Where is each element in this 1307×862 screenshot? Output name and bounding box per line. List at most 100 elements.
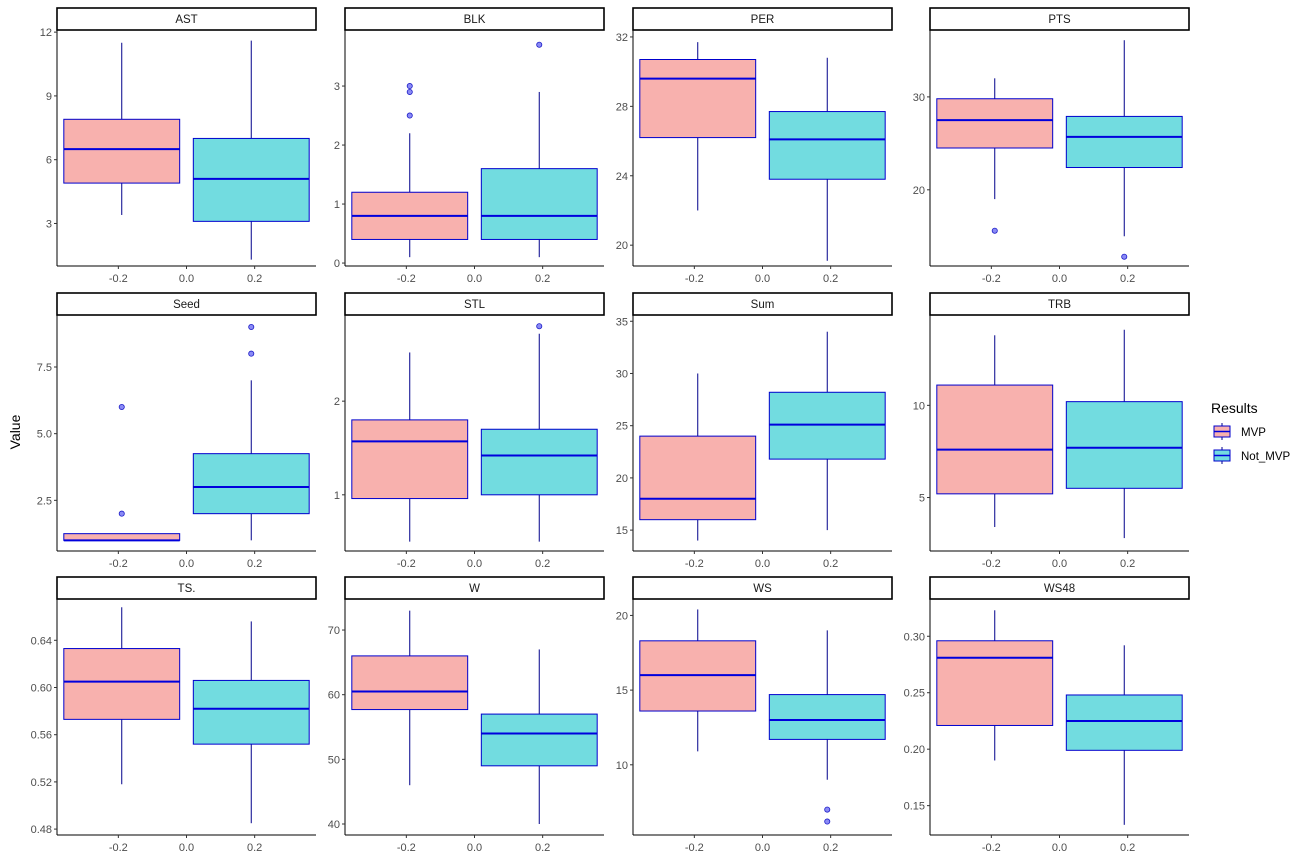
- x-tick-label-sum: 0.2: [823, 558, 838, 570]
- box-ast-not-mvp: [192, 137, 310, 222]
- facet-strip-pts: [929, 7, 1190, 31]
- y-tick-label-per: 20: [616, 240, 628, 252]
- x-tick-label-per: 0.0: [755, 273, 770, 285]
- x-tick-label-stl: 0.0: [467, 558, 482, 570]
- outlier-point-seed-not-mvp: [248, 323, 255, 330]
- facet-strip-sum: [632, 292, 893, 316]
- panel-ts: TS. 0.48 0.52 0.56 0.60 0.64 -0.2 0.0 0.2: [31, 576, 317, 854]
- y-tick-label-ws48: 0.15: [904, 801, 925, 813]
- outlier-point-blk-mvp: [406, 83, 413, 90]
- y-tick-label-w: 40: [328, 819, 340, 831]
- legend-label-not-mvp: Not_MVP: [1241, 451, 1291, 463]
- outlier-point-seed-not-mvp: [248, 350, 255, 357]
- facet-label-stl: STL: [464, 299, 486, 311]
- outlier-point-pts-mvp: [991, 227, 998, 234]
- y-tick-label-ast: 6: [46, 155, 52, 167]
- y-tick-label-ws48: 0.25: [904, 688, 925, 700]
- y-tick-label-blk: 0: [334, 258, 340, 270]
- box-w-mvp: [351, 655, 469, 711]
- panel-per: PER 20 24 28 32 -0.2 0.0 0.2: [616, 7, 893, 285]
- box-w-not-mvp: [480, 713, 598, 767]
- x-tick-label-pts: -0.2: [982, 273, 1001, 285]
- y-tick-label-blk: 3: [334, 81, 340, 93]
- x-tick-label-trb: -0.2: [982, 558, 1001, 570]
- y-tick-label-trb: 5: [919, 493, 925, 505]
- facet-strip-w: [344, 576, 605, 600]
- y-tick-label-blk: 2: [334, 140, 340, 152]
- panel-ws48: WS48 0.15 0.20 0.25 0.30 -0.2 0.0 0.2: [904, 576, 1190, 854]
- box-pts-not-mvp: [1065, 115, 1183, 169]
- x-tick-label-ast: -0.2: [109, 273, 128, 285]
- x-tick-label-stl: -0.2: [397, 558, 416, 570]
- facet-label-sum: Sum: [751, 299, 775, 311]
- x-tick-label-ws48: 0.0: [1052, 842, 1067, 854]
- x-tick-label-pts: 0.2: [1120, 273, 1135, 285]
- x-tick-label-sum: -0.2: [685, 558, 704, 570]
- x-tick-label-trb: 0.2: [1120, 558, 1135, 570]
- facet-strip-stl: [344, 292, 605, 316]
- facet-label-trb: TRB: [1048, 299, 1071, 311]
- y-tick-label-ast: 9: [46, 91, 52, 103]
- y-tick-label-ws: 15: [616, 685, 628, 697]
- facet-label-ast: AST: [175, 14, 197, 26]
- facet-strip-trb: [929, 292, 1190, 316]
- x-tick-label-seed: 0.2: [247, 558, 262, 570]
- box-sum-mvp: [639, 435, 757, 521]
- box-stl-not-mvp: [480, 428, 598, 496]
- facet-label-blk: BLK: [464, 14, 486, 26]
- y-tick-label-sum: 30: [616, 368, 628, 380]
- facet-strip-ast: [56, 7, 317, 31]
- facet-label-seed: Seed: [173, 299, 200, 311]
- legend: Results MVP Not_MVP: [1211, 400, 1291, 464]
- outlier-point-pts-not-mvp: [1121, 253, 1128, 260]
- y-tick-label-ws: 20: [616, 610, 628, 622]
- x-tick-label-w: 0.2: [535, 842, 550, 854]
- outlier-point-blk-not-mvp: [536, 41, 543, 48]
- y-tick-label-ws48: 0.30: [904, 631, 925, 643]
- x-tick-label-ts: 0.0: [179, 842, 194, 854]
- box-blk-not-mvp: [480, 168, 598, 240]
- box-per-not-mvp: [768, 111, 886, 180]
- y-tick-label-blk: 1: [334, 199, 340, 211]
- facet-strip-ws: [632, 576, 893, 600]
- x-tick-label-ts: -0.2: [109, 842, 128, 854]
- legend-key-not-mvp: [1213, 447, 1231, 464]
- y-tick-label-ts: 0.64: [31, 635, 52, 647]
- panel-blk: BLK 0 1 2 3 -0.2 0.0 0.2: [334, 7, 605, 285]
- x-tick-label-ast: 0.2: [247, 273, 262, 285]
- y-tick-label-ts: 0.52: [31, 777, 52, 789]
- box-ts-not-mvp: [192, 679, 310, 745]
- y-axis-title: Value: [7, 414, 23, 449]
- box-ast-mvp: [63, 118, 181, 184]
- y-tick-label-sum: 15: [616, 525, 628, 537]
- y-tick-label-w: 60: [328, 690, 340, 702]
- y-tick-label-sum: 25: [616, 421, 628, 433]
- x-tick-label-ws: 0.2: [823, 842, 838, 854]
- x-tick-label-ws48: -0.2: [982, 842, 1001, 854]
- x-tick-label-blk: 0.0: [467, 273, 482, 285]
- box-seed-not-mvp: [192, 453, 310, 515]
- facet-strip-per: [632, 7, 893, 31]
- outlier-point-stl-not-mvp: [536, 323, 543, 330]
- panel-trb: TRB 5 10 -0.2 0.0 0.2: [913, 292, 1190, 570]
- box-per-mvp: [639, 59, 757, 139]
- box-ws48-not-mvp: [1065, 694, 1183, 751]
- legend-key-mvp: [1213, 423, 1231, 440]
- x-tick-label-seed: 0.0: [179, 558, 194, 570]
- x-tick-label-per: -0.2: [685, 273, 704, 285]
- y-tick-label-per: 32: [616, 32, 628, 44]
- y-tick-label-per: 24: [616, 171, 628, 183]
- x-tick-label-pts: 0.0: [1052, 273, 1067, 285]
- legend-label-mvp: MVP: [1241, 427, 1266, 439]
- x-tick-label-ws: 0.0: [755, 842, 770, 854]
- box-ws-not-mvp: [768, 694, 886, 740]
- panel-seed: Seed 2.5 5.0 7.5 -0.2 0.0 0.2: [37, 292, 317, 570]
- panel-ast: AST 3 6 9 12 -0.2 0.0 0.2: [40, 7, 317, 285]
- x-tick-label-per: 0.2: [823, 273, 838, 285]
- x-tick-label-ts: 0.2: [247, 842, 262, 854]
- facet-strip-ts: [56, 576, 317, 600]
- x-tick-label-w: -0.2: [397, 842, 416, 854]
- y-tick-label-ts: 0.56: [31, 730, 52, 742]
